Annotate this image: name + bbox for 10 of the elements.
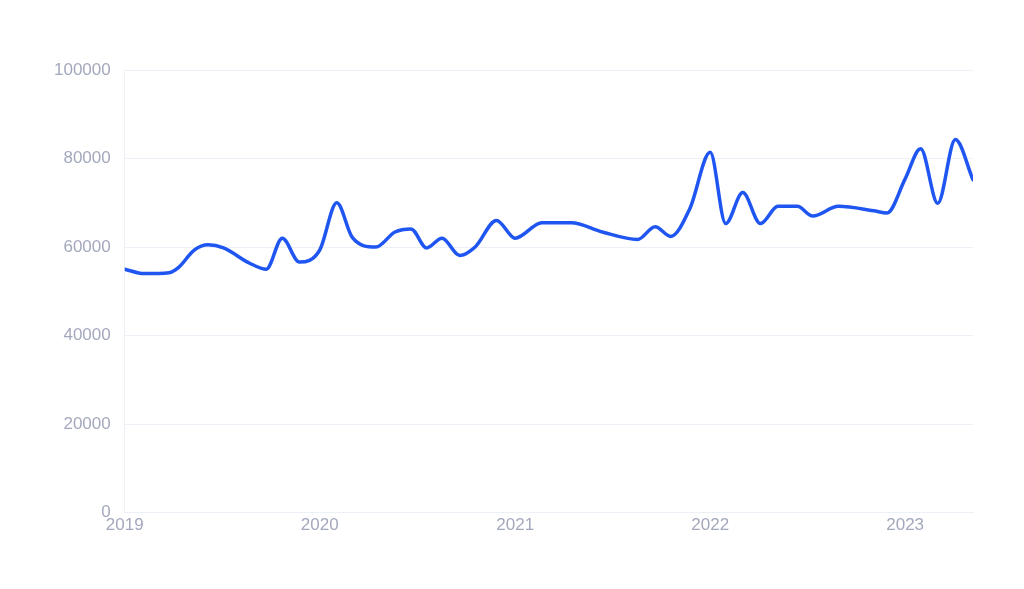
x-tick-label: 2021 [496,515,535,535]
x-tick-label: 2022 [691,515,730,535]
y-tick-label: 100000 [53,59,111,79]
y-tick-label: 80000 [63,148,111,168]
x-tick-label: 2023 [886,515,925,535]
line-series [124,137,973,276]
y-tick-label: 60000 [63,236,111,256]
y-tick-label: 20000 [63,413,111,433]
y-tick-label: 40000 [63,325,111,345]
x-tick-label: 2020 [300,515,339,535]
